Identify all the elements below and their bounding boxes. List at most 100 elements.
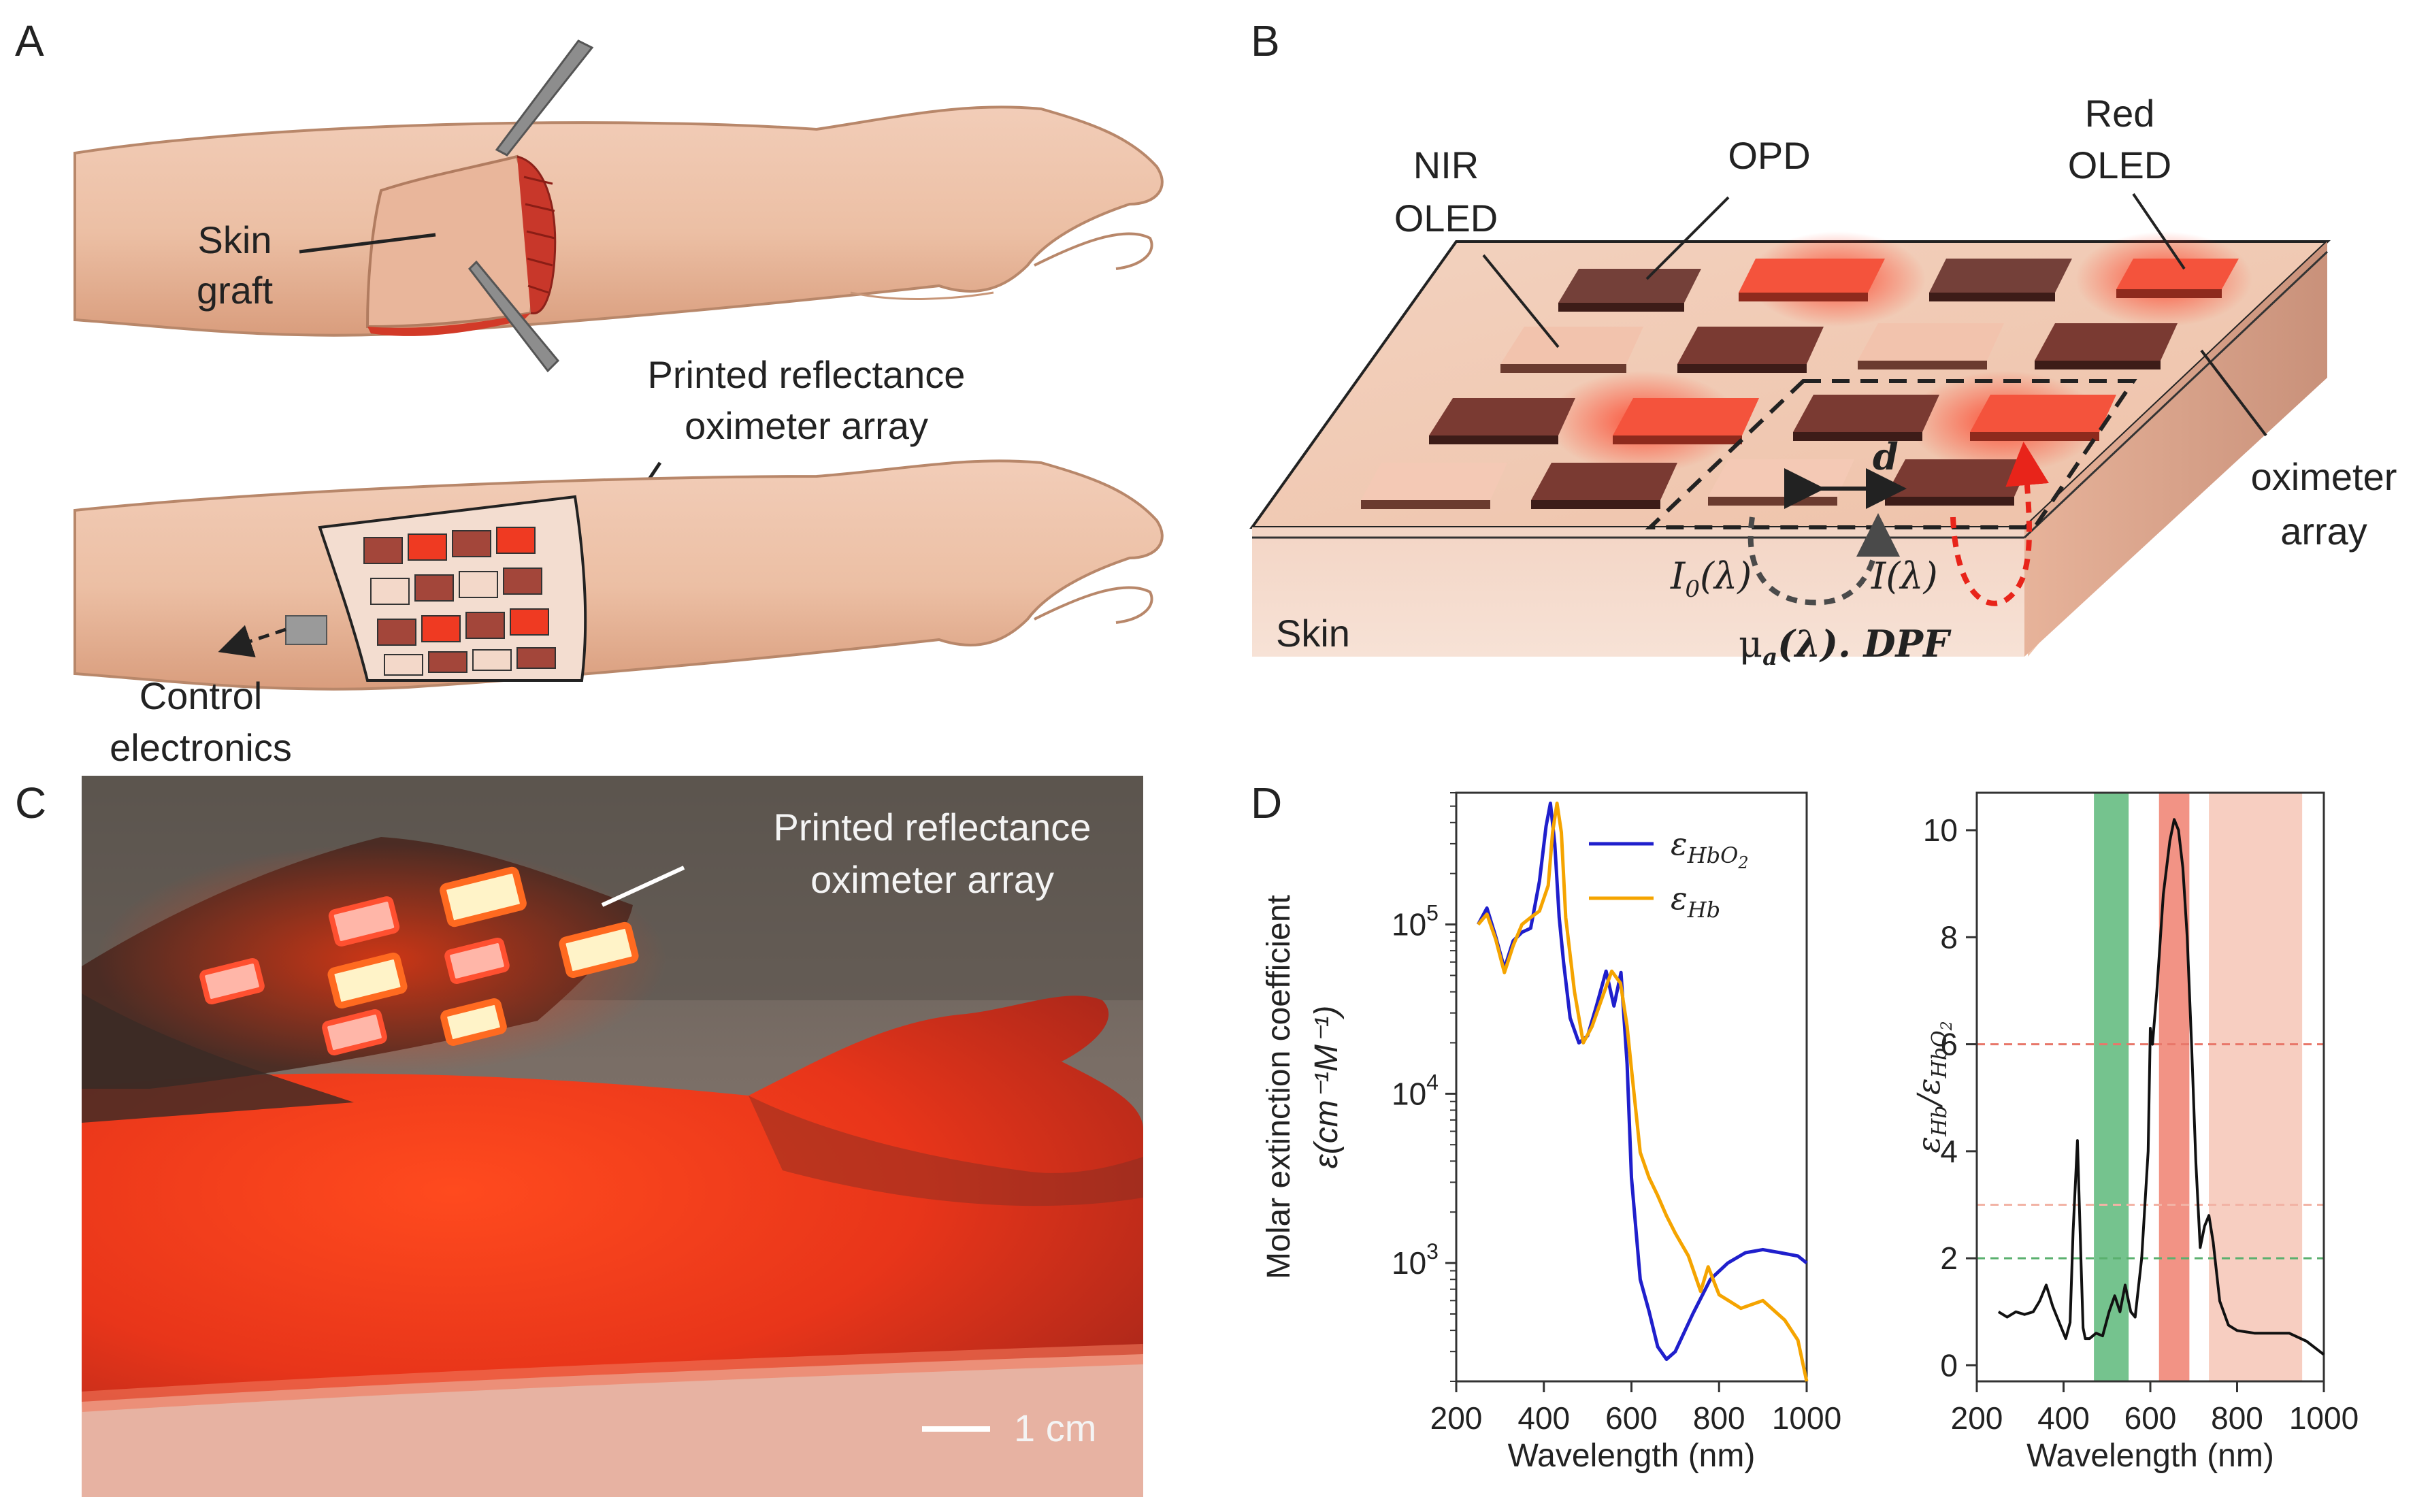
oled-pixel	[559, 921, 639, 979]
panel-c-letter: C	[15, 778, 46, 827]
distance-label: d	[1873, 435, 1899, 478]
wavelength-band	[2094, 793, 2129, 1381]
printed-array-a	[285, 495, 587, 682]
photo-array-leader	[601, 866, 685, 907]
pixel-red	[1970, 395, 2116, 441]
array-cell	[503, 568, 542, 595]
red-leader	[2132, 193, 2186, 270]
pixel-nir	[1858, 323, 2004, 369]
y-tick-label: 104	[1392, 1070, 1439, 1111]
pixel-opd	[1793, 395, 1939, 441]
oled-pixel	[444, 938, 510, 984]
array-cell	[377, 619, 416, 646]
panel-d-letter: D	[1251, 778, 1282, 827]
y-axis-label-1: Molar extinction coefficient	[1261, 895, 1297, 1279]
skin-front	[1252, 527, 2024, 657]
x-tick-label: 200	[1430, 1400, 1483, 1436]
array-label-a-2: oximeter array	[685, 404, 928, 447]
array-cells-a	[363, 527, 556, 676]
array-cell	[472, 649, 512, 671]
oled-pixel	[440, 998, 507, 1046]
arm-bottom	[73, 459, 1164, 691]
array-cell	[414, 574, 454, 602]
x-tick-label: 800	[2211, 1400, 2263, 1436]
pixel-nir	[1708, 459, 1854, 506]
x-axis-label: Wavelength (nm)	[1508, 1438, 1756, 1474]
panel-b-letter: B	[1251, 16, 1280, 65]
y-tick-label: 6	[1940, 1027, 1958, 1062]
plot-frame	[1455, 791, 1808, 1383]
nir-light-path	[1747, 513, 1900, 606]
oled-pixel	[440, 866, 527, 927]
x-tick-label: 400	[1517, 1400, 1570, 1436]
red-light-path	[1950, 442, 2050, 606]
array-cell	[408, 533, 447, 561]
wavelength-band	[2209, 793, 2303, 1381]
oled-pixel	[322, 1009, 387, 1055]
x-tick-label: 1000	[1772, 1400, 1841, 1436]
x-tick-label: 200	[1951, 1400, 2003, 1436]
x-axis-label: Wavelength (nm)	[2026, 1438, 2274, 1474]
pixel-opd	[1929, 259, 2072, 301]
pixel-opd	[1885, 459, 2031, 506]
red-label-1: Red	[2085, 92, 2155, 135]
nir-label-1: NIR	[1413, 144, 1479, 186]
y-tick-label: 2	[1940, 1240, 1958, 1276]
panel-d: D 103 104 105 200 400 600 800 1000 Wavelength (n…	[1251, 778, 2359, 1474]
array-cell	[516, 647, 556, 669]
oled-pixel	[328, 896, 400, 947]
x-tick-label: 400	[2037, 1400, 2090, 1436]
pixel-nir	[1361, 463, 1507, 509]
array-cell	[452, 530, 491, 557]
i-label: I(λ)	[1871, 555, 1938, 597]
skin-graft-label-2: graft	[197, 269, 273, 312]
photo-oleds	[199, 866, 639, 1055]
y-tick-label: 0	[1940, 1347, 1958, 1383]
y-tick-label: 103	[1392, 1239, 1439, 1281]
oled-pixel	[327, 952, 408, 1009]
pixel-opd	[1558, 269, 1701, 312]
y-tick-label: 4	[1940, 1134, 1958, 1169]
opd-leader	[1645, 196, 1730, 280]
y-axis-label-2: ε(cm⁻¹M⁻¹)	[1309, 1006, 1345, 1169]
array-cell	[428, 651, 467, 673]
x-tick-label: 600	[1605, 1400, 1658, 1436]
scale-label: 1 cm	[1014, 1407, 1096, 1449]
y-tick-label: 8	[1940, 919, 1958, 955]
control-label-2: electronics	[110, 726, 292, 769]
oximeter-label-2: array	[2280, 510, 2367, 553]
panel-c: C Printed reflecta	[15, 776, 1143, 1497]
pixel-opd	[1429, 398, 1575, 444]
pixel-red	[1739, 259, 1885, 301]
pixel-nir	[1500, 327, 1643, 373]
y-tick-label: 105	[1392, 901, 1439, 942]
pixel-opd	[1677, 327, 1824, 373]
skin-graft-leader	[299, 233, 436, 254]
skin-graft-label-1: Skin	[198, 218, 272, 261]
panel-a: A Skin graft Printed reflectance oximete…	[15, 16, 1164, 769]
ratio-chart: 0 2 4 6 8 10 200 400 600 800 1000 Wavelength (nm) εH…	[1910, 791, 2359, 1474]
connector	[285, 615, 327, 645]
array-cell	[370, 578, 410, 605]
legend-label: εHbO2	[1671, 825, 1749, 872]
oled-pixel	[199, 958, 265, 1004]
array-label-a-1: Printed reflectance	[648, 353, 966, 396]
x-tick-label: 600	[2124, 1400, 2177, 1436]
nir-label-2: OLED	[1394, 197, 1498, 240]
oximeter-label-1: oximeter	[2251, 455, 2397, 498]
series-line-Hb	[1477, 802, 1809, 1382]
extinction-chart: 103 104 105 200 400 600 800 1000 Wavelength (nm)…	[1261, 791, 1841, 1474]
skin-edge-side	[2023, 250, 2329, 539]
panel-b: B	[1249, 16, 2397, 671]
nir-leader	[1482, 254, 1560, 348]
series-line-ratio	[1997, 818, 2325, 1356]
forceps-icon	[468, 39, 594, 373]
array-cell	[510, 608, 549, 636]
x-tick-label: 1000	[2289, 1400, 2359, 1436]
y-axis-label: εHb/εHbO2	[1910, 1021, 1956, 1153]
pixel-red	[1613, 398, 1759, 444]
array-leader-b	[2200, 349, 2267, 437]
pixel-tiles	[1361, 259, 2239, 509]
mu-label: μa(λ). DPF	[1739, 622, 1952, 671]
